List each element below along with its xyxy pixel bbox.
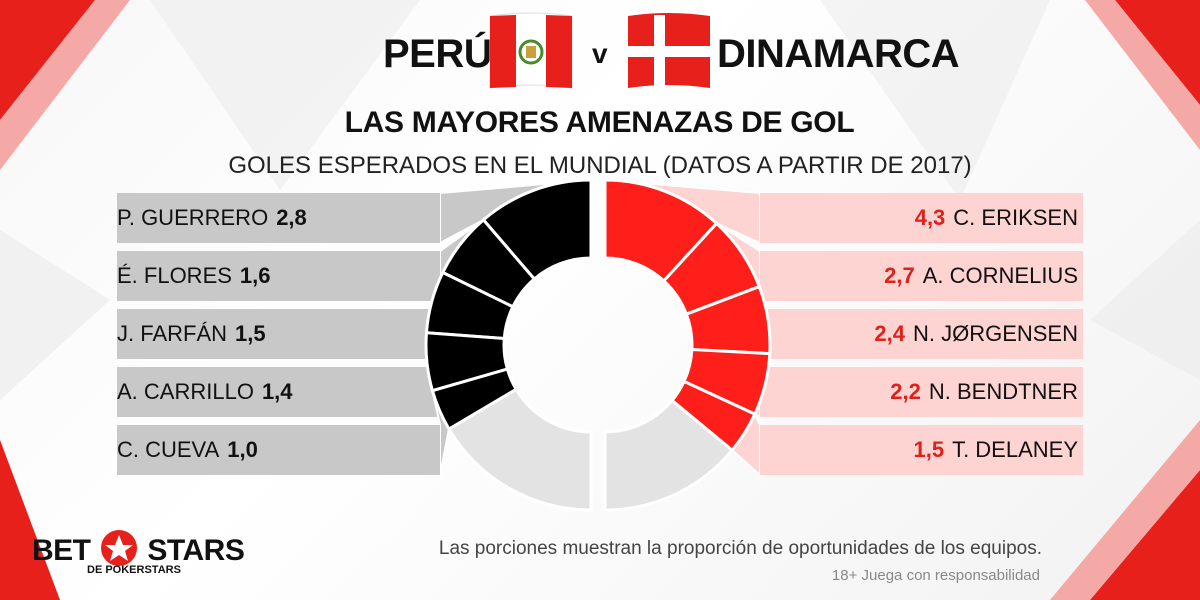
right-row-background <box>760 309 1083 359</box>
logo-stars-text: STARS <box>147 534 245 567</box>
right-row-background <box>760 251 1083 301</box>
bg-facet <box>820 0 1050 200</box>
right-row-background <box>760 425 1083 475</box>
chart-caption: GOLES ESPERADOS EN EL MUNDIAL (DATOS A P… <box>228 152 972 179</box>
bg-facet <box>0 230 110 400</box>
peru-flag-icon <box>489 12 573 89</box>
star-icon <box>100 530 137 566</box>
player-name: P. GUERRERO <box>117 205 269 230</box>
left-row-background <box>117 309 440 359</box>
right-player-row: 2,2 N. BENDTNER <box>890 367 1078 417</box>
left-player-row: C. CUEVA 1,0 <box>117 425 258 475</box>
left-row-background <box>117 425 440 475</box>
player-value: 1,5 <box>235 321 266 346</box>
betstars-logo: BET STARS DE POKERSTARS <box>32 528 245 576</box>
player-name: C. ERIKSEN <box>953 205 1078 230</box>
chart-title: LAS MAYORES AMENAZAS DE GOL <box>0 106 1200 140</box>
right-donut-slice <box>669 379 757 453</box>
corner-red-bottom-left <box>0 440 60 600</box>
player-value: 1,0 <box>227 437 258 462</box>
left-player-row: A. CARRILLO 1,4 <box>117 367 293 417</box>
left-player-row: J. FARFÁN 1,5 <box>117 309 266 359</box>
right-donut-remainder <box>603 398 735 512</box>
player-value: 2,4 <box>874 321 905 346</box>
team-left-name: PERÚ <box>383 32 493 76</box>
right-row-background <box>760 193 1083 243</box>
bg-facet <box>1090 220 1200 380</box>
player-value: 1,4 <box>261 379 293 404</box>
left-donut-remainder <box>446 387 593 512</box>
logo-bet-text: BET <box>32 534 91 567</box>
left-row-background <box>117 367 440 417</box>
left-row-background <box>117 193 440 243</box>
player-name: É. FLORES <box>117 263 232 288</box>
player-name: N. JØRGENSEN <box>912 321 1078 346</box>
left-row-background <box>117 251 440 301</box>
right-connector-bands <box>604 179 1083 478</box>
disclaimer: 18+ Juega con responsabilidad <box>831 567 1040 584</box>
player-name: J. FARFÁN <box>117 321 228 346</box>
player-name: C. CUEVA <box>117 437 220 462</box>
player-name: T. DELANEY <box>952 437 1078 462</box>
player-value: 1,5 <box>913 437 945 462</box>
player-value: 1,6 <box>239 263 271 288</box>
player-value: 2,8 <box>276 205 307 230</box>
left-donut-slice <box>430 367 519 432</box>
footnote: Las porciones muestran la proporción de … <box>438 538 1042 559</box>
right-row-background <box>760 367 1083 417</box>
corner-pink-top-left <box>0 0 130 170</box>
player-name: N. BENDTNER <box>928 379 1078 404</box>
versus-label: v <box>592 38 608 69</box>
player-value: 4,3 <box>914 205 946 230</box>
left-player-row: É. FLORES 1,6 <box>117 251 271 301</box>
chart-title-text: LAS MAYORES AMENAZAS DE GOL <box>344 106 855 139</box>
logo-subtext: DE POKERSTARS <box>87 564 181 576</box>
team-right-name: DINAMARCA <box>717 32 960 76</box>
right-player-row: 1,5 T. DELANEY <box>913 425 1078 475</box>
right-player-row: 2,4 N. JØRGENSEN <box>874 309 1078 359</box>
left-player-row: P. GUERRERO 2,8 <box>117 193 307 243</box>
player-name: A. CARRILLO <box>117 379 254 404</box>
right-player-row: 4,3 C. ERIKSEN <box>915 193 1078 243</box>
denmark-flag-icon <box>628 13 710 88</box>
corner-pink-bottom-right <box>1050 420 1200 600</box>
bg-facet <box>150 0 420 190</box>
player-value: 2,7 <box>884 263 915 288</box>
player-value: 2,2 <box>890 379 921 404</box>
player-name: A. CORNELIUS <box>922 263 1078 288</box>
corner-pink-top-right <box>1085 0 1200 150</box>
right-player-row: 2,7 A. CORNELIUS <box>884 251 1078 301</box>
